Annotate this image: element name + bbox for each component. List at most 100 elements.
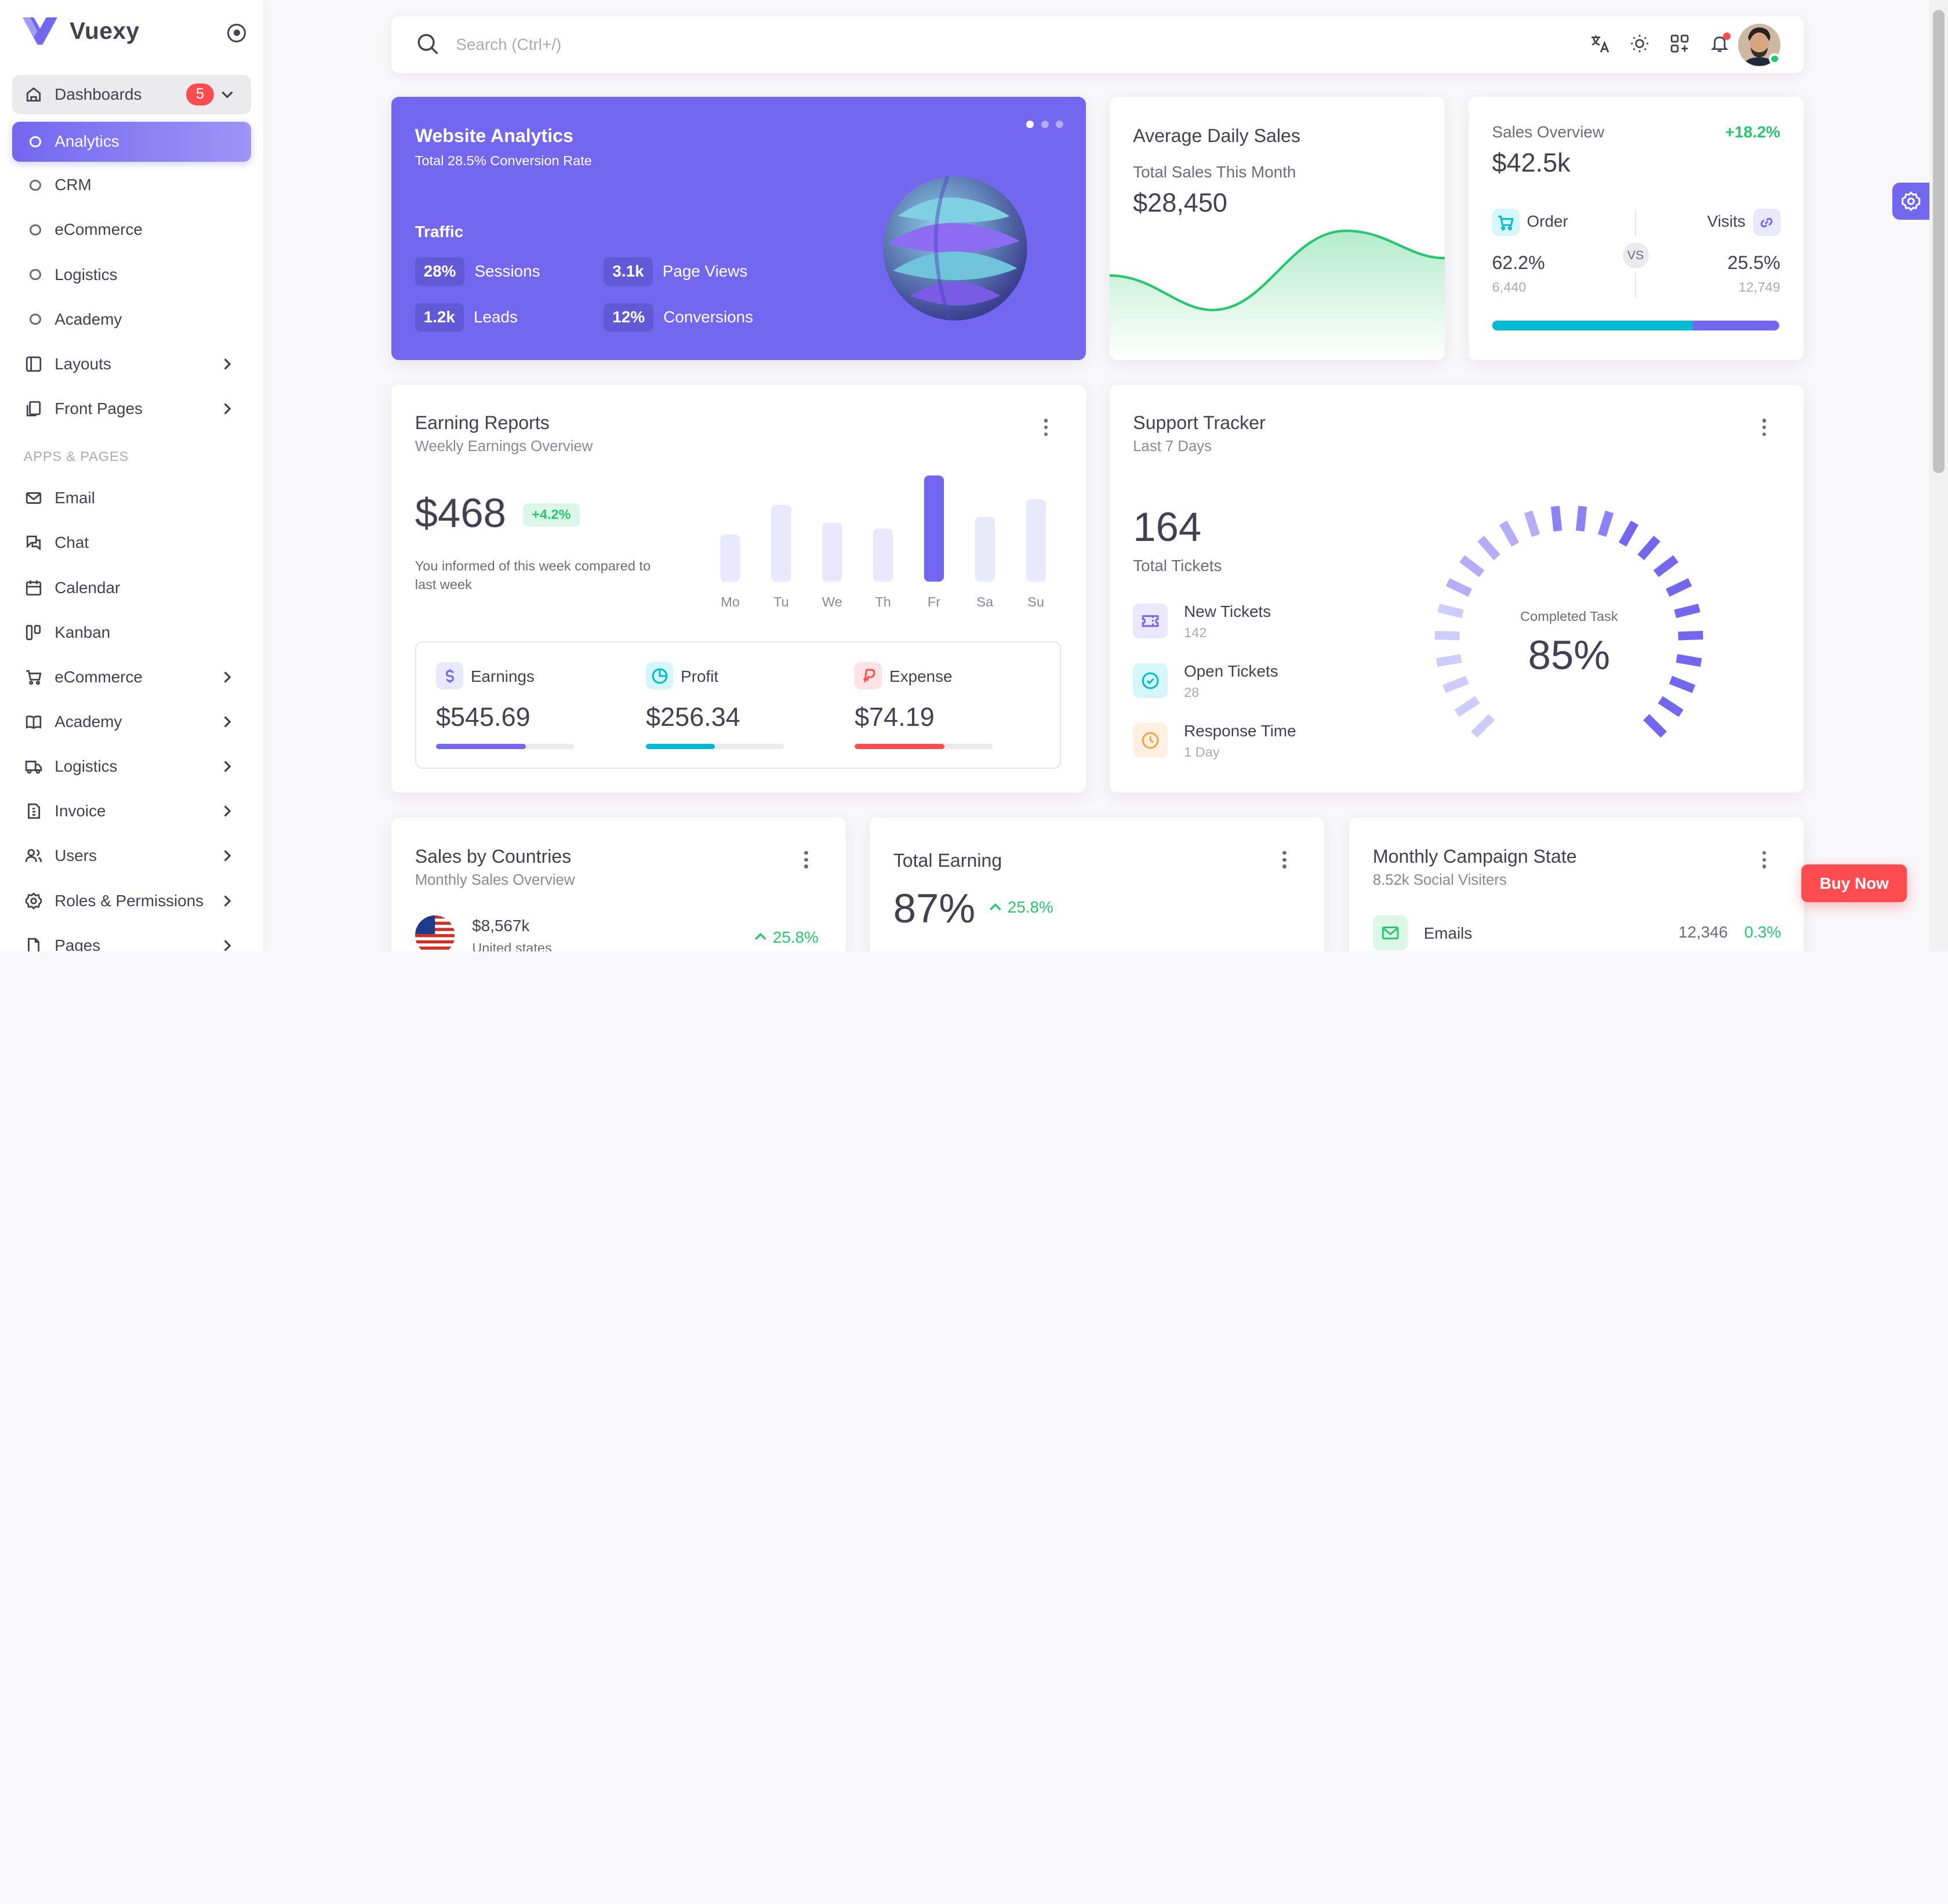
file-icon [25,937,42,952]
app-root: Vuexy Dashboards 5 Analytics CRM eCommer… [0,0,1948,952]
gauge-segment [1499,521,1520,547]
search-icon[interactable] [416,32,440,56]
page-scrollbar[interactable] [1929,0,1948,952]
sidebar-item-academy-dashboard[interactable]: Academy [12,299,250,339]
bar-th [873,528,893,582]
gauge-segment [1524,510,1540,537]
card-subtitle: Weekly Earnings Overview [415,438,593,455]
layout-icon [25,355,42,373]
users-icon [25,847,42,864]
earnings-progress [435,744,574,749]
card-title: Sales by Countries [415,846,572,867]
card-title: Support Tracker [1133,412,1266,434]
sidebar-item-front-pages[interactable]: Front Pages [12,389,250,429]
chevron-right-icon [224,895,231,907]
sales-total: $42.5k [1492,147,1571,177]
sidebar-item-kanban[interactable]: Kanban [12,612,250,652]
divider [1634,273,1637,299]
sidebar-item-roles-permissions[interactable]: Roles & Permissions [12,881,250,921]
total-earning-change: 25.8% [1007,898,1053,917]
expense-label: Expense [889,667,953,685]
language-icon[interactable] [1590,34,1610,53]
gauge-value: 85% [1528,631,1611,678]
order-label: Order [1527,212,1568,231]
emails-change: 0.3% [1744,923,1782,942]
sidebar-item-logistics-dashboard[interactable]: Logistics [12,255,250,295]
sidebar-item-label: Dashboards [54,85,142,103]
more-options-icon[interactable] [804,851,809,869]
emails-count: 12,346 [1678,923,1728,942]
more-options-icon[interactable] [1762,419,1767,437]
gauge-segment [1436,654,1462,667]
shortcuts-icon[interactable] [1670,34,1689,53]
emails-label: Emails [1423,924,1473,943]
card-subtitle: Total Sales This Month [1133,162,1296,181]
link-icon [1760,217,1773,227]
sidebar-collapse-button[interactable] [227,23,246,42]
search-input[interactable] [456,32,1202,57]
sidebar-item-chat[interactable]: Chat [12,523,250,563]
sidebar-item-ecommerce[interactable]: eCommerce [12,657,250,697]
sidebar-item-label: Analytics [54,132,119,151]
sidebar-section-label: APPS & PAGES [23,448,129,464]
chevron-right-icon [224,358,231,370]
more-options-icon[interactable] [1044,419,1049,437]
sidebar-item-invoice[interactable]: Invoice [12,791,250,831]
carousel-indicators[interactable] [1026,120,1064,128]
more-options-icon[interactable] [1762,851,1767,869]
sidebar-item-logistics[interactable]: Logistics [12,747,250,787]
new-tickets-icon-box [1133,604,1168,639]
completed-task-gauge [1434,506,1703,738]
earnings-value: $545.69 [435,702,530,732]
expense-value: $74.19 [855,702,935,732]
bar-tu [771,504,791,582]
user-avatar[interactable] [1738,23,1780,66]
country-amount: $8,567k [472,917,530,935]
gauge-segment [1637,536,1661,561]
order-count: 6,440 [1492,279,1527,295]
truck-icon [25,758,42,775]
brand[interactable]: Vuexy [22,17,140,45]
notifications-button[interactable] [1710,32,1731,53]
new-tickets-label: New Tickets [1184,602,1271,621]
theme-customizer-button[interactable] [1892,183,1929,220]
sun-icon[interactable] [1630,34,1649,53]
dollar-icon [445,668,454,683]
invoice-icon [25,802,42,820]
buy-now-button[interactable]: Buy Now [1801,864,1907,902]
calendar-icon [25,579,42,597]
sidebar-item-layouts[interactable]: Layouts [12,344,250,384]
sidebar-item-dashboards[interactable]: Dashboards 5 [12,74,251,115]
sidebar-item-email[interactable]: Email [12,478,250,518]
sidebar-item-calendar[interactable]: Calendar [12,568,250,608]
notification-dot [1723,32,1731,40]
visits-count: 12,749 [1738,279,1780,295]
sidebar-item-analytics[interactable]: Analytics [12,122,251,162]
circle-icon [30,136,41,147]
chart-pie-icon [652,668,667,684]
sidebar-item-label: Invoice [54,802,106,820]
visits-icon-box [1753,208,1780,237]
sidebar-item-users[interactable]: Users [12,836,250,876]
sidebar-item-ecommerce-dashboard[interactable]: eCommerce [12,210,250,250]
gauge-segment [1471,714,1495,738]
gauge-segment [1477,536,1501,561]
sidebar-item-pages[interactable]: Pages [12,925,250,952]
sidebar-item-academy[interactable]: Academy [12,702,250,742]
brand-paypal-icon [863,668,875,682]
bar-fr [924,475,944,582]
settings-icon [25,892,42,910]
gauge-segment [1643,714,1667,738]
scrollbar-thumb[interactable] [1933,10,1945,474]
gauge-segment [1551,506,1562,532]
country-change: 25.8% [772,928,819,946]
more-options-icon[interactable] [1282,851,1287,869]
sidebar-item-crm[interactable]: CRM [12,165,250,205]
bar-mo [720,534,741,582]
sidebar-item-label: Front Pages [54,399,143,417]
earnings-note: You informed of this week compared to la… [415,558,651,593]
monthly-campaign-card: Monthly Campaign State 8.52k Social Visi… [1349,817,1804,952]
response-time-icon-box [1133,723,1168,758]
sidebar-item-label: Logistics [54,265,118,284]
gauge-segment [1434,631,1460,641]
